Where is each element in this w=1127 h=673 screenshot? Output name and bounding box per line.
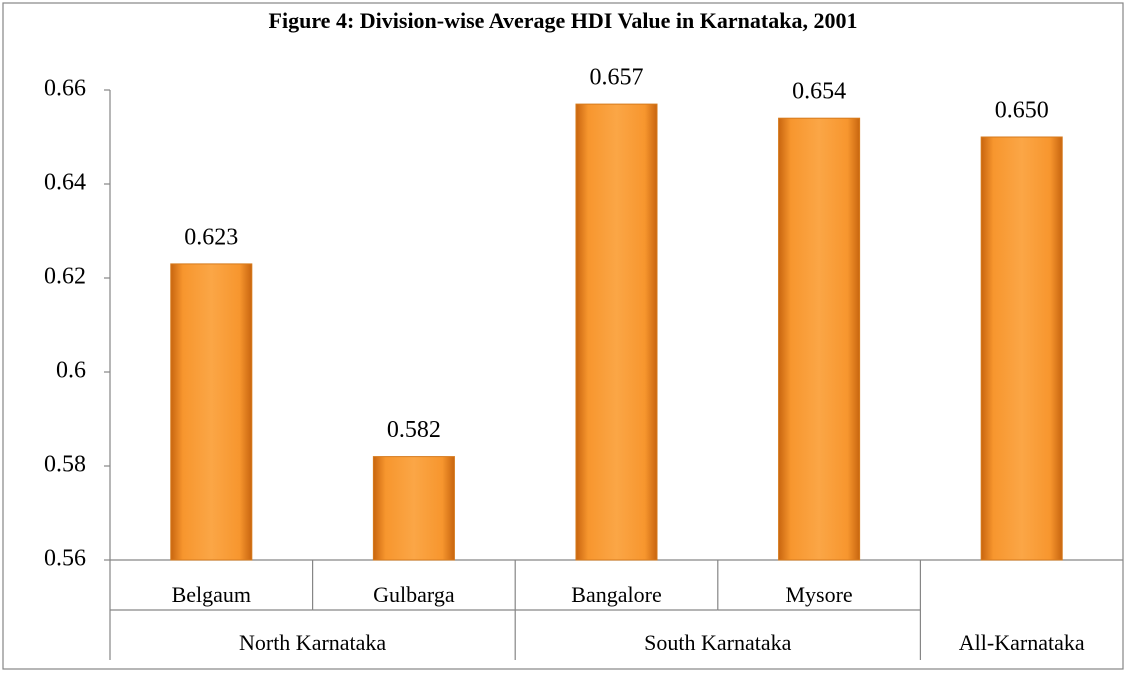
bar [575, 103, 658, 561]
y-tick-label: 0.6 [56, 358, 86, 384]
bar [980, 136, 1063, 561]
group-label: All-Karnataka [959, 630, 1085, 655]
chart-title: Figure 4: Division-wise Average HDI Valu… [269, 8, 858, 33]
y-tick-label: 0.58 [44, 452, 86, 478]
y-tick-label: 0.62 [44, 264, 86, 290]
y-tick-label: 0.66 [44, 76, 86, 102]
value-label: 0.623 [184, 224, 238, 250]
x-tick-label: Bangalore [571, 582, 661, 607]
bar [372, 456, 455, 561]
bar [170, 263, 253, 561]
value-label: 0.657 [590, 65, 644, 91]
bar [778, 117, 861, 561]
value-label: 0.654 [792, 79, 846, 105]
y-tick-label: 0.56 [44, 546, 86, 572]
value-label: 0.582 [387, 417, 441, 443]
value-label: 0.650 [995, 98, 1049, 124]
x-tick-label: Mysore [785, 582, 852, 607]
x-tick-label: Belgaum [172, 582, 251, 607]
x-tick-label: Gulbarga [373, 582, 455, 607]
y-tick-label: 0.64 [44, 170, 86, 196]
group-label: South Karnataka [644, 630, 791, 655]
group-label: North Karnataka [239, 630, 386, 655]
